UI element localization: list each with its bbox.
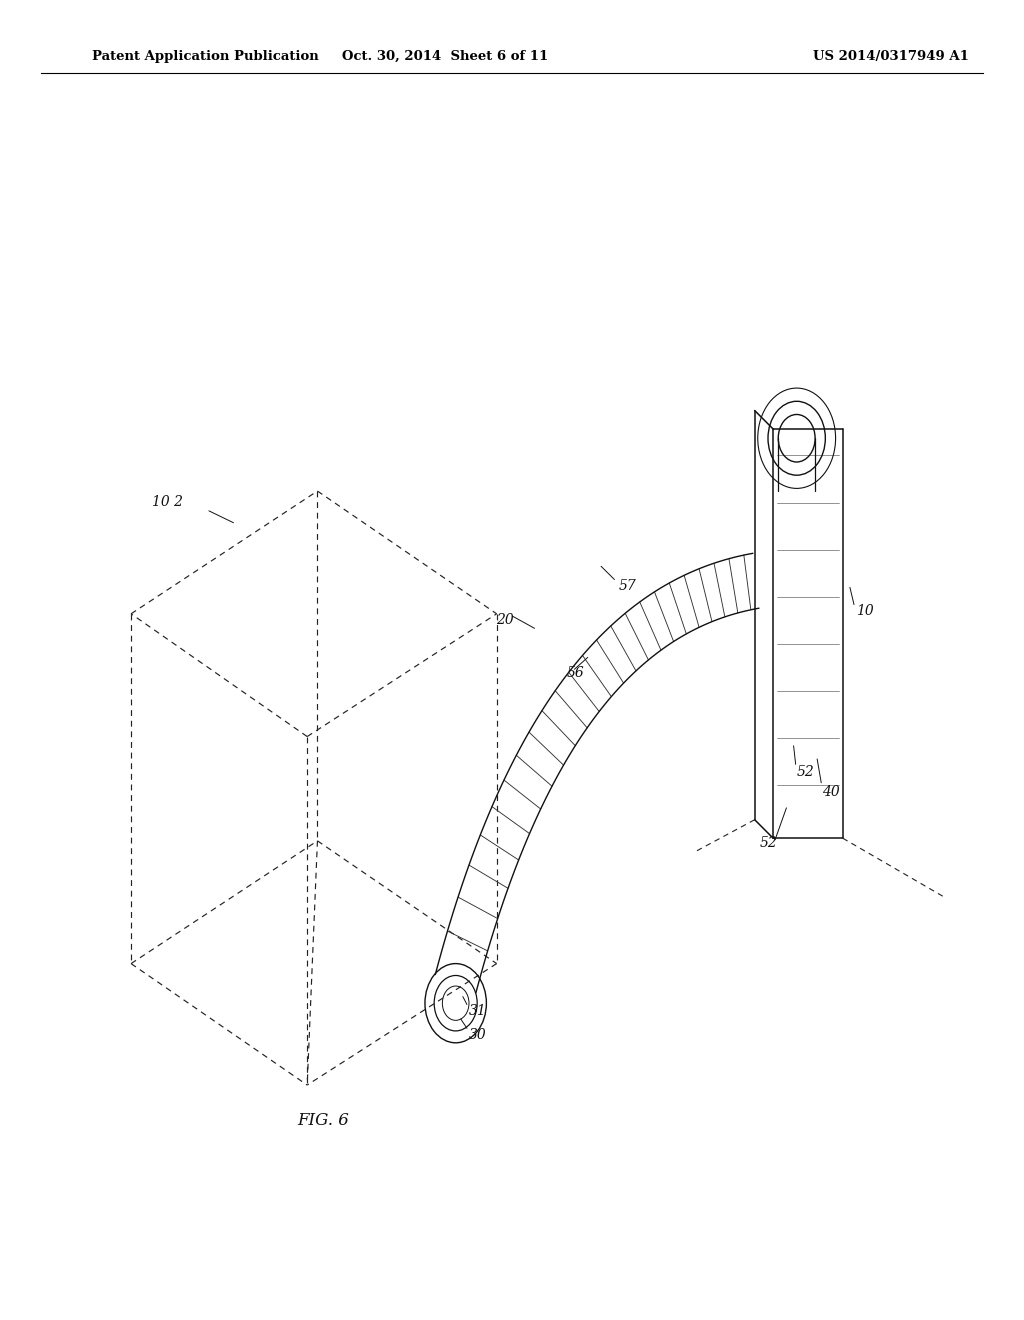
Text: Oct. 30, 2014  Sheet 6 of 11: Oct. 30, 2014 Sheet 6 of 11 (342, 50, 549, 63)
Text: 40: 40 (822, 785, 840, 799)
Text: US 2014/0317949 A1: US 2014/0317949 A1 (813, 50, 969, 63)
Text: 20: 20 (496, 614, 513, 627)
Text: 56: 56 (566, 667, 584, 680)
Text: 10 2: 10 2 (152, 495, 182, 508)
Text: 52: 52 (760, 837, 777, 850)
Text: Patent Application Publication: Patent Application Publication (92, 50, 318, 63)
Text: 30: 30 (469, 1028, 486, 1041)
Text: 52: 52 (797, 766, 814, 779)
Text: 10: 10 (856, 605, 873, 618)
Text: 57: 57 (618, 579, 636, 593)
Text: FIG. 6: FIG. 6 (298, 1111, 349, 1129)
Text: 31: 31 (469, 1005, 486, 1018)
